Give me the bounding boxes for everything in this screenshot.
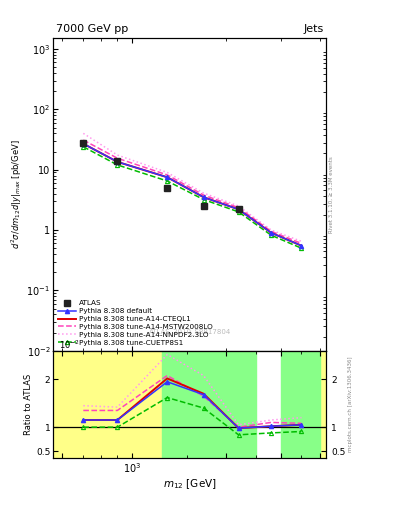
Bar (281, 351, 320, 458)
Bar (320, 351, 326, 458)
Text: Jets: Jets (303, 24, 323, 34)
Text: ATLAS_2010_S8817804: ATLAS_2010_S8817804 (149, 328, 231, 335)
Text: 7000 GeV pp: 7000 GeV pp (56, 24, 128, 34)
Y-axis label: mcplots.cern.ch [arXiv:1306.3436]: mcplots.cern.ch [arXiv:1306.3436] (348, 357, 353, 452)
X-axis label: $m_{12}$ [GeV]: $m_{12}$ [GeV] (163, 478, 217, 492)
Legend: ATLAS, Pythia 8.308 default, Pythia 8.308 tune-A14-CTEQL1, Pythia 8.308 tune-A14: ATLAS, Pythia 8.308 default, Pythia 8.30… (57, 299, 214, 347)
Y-axis label: Rivet 3.1.10, ≥ 3.3M events: Rivet 3.1.10, ≥ 3.3M events (329, 156, 334, 233)
Y-axis label: $d^2\sigma/dm_{12}d|y|_{max}$ [pb/GeV]: $d^2\sigma/dm_{12}d|y|_{max}$ [pb/GeV] (9, 140, 24, 249)
Text: $10^{-2}$: $10^{-2}$ (59, 338, 79, 351)
Bar (53, 351, 125, 458)
Bar (125, 351, 162, 458)
Y-axis label: Ratio to ATLAS: Ratio to ATLAS (24, 374, 33, 435)
Bar (162, 351, 256, 458)
